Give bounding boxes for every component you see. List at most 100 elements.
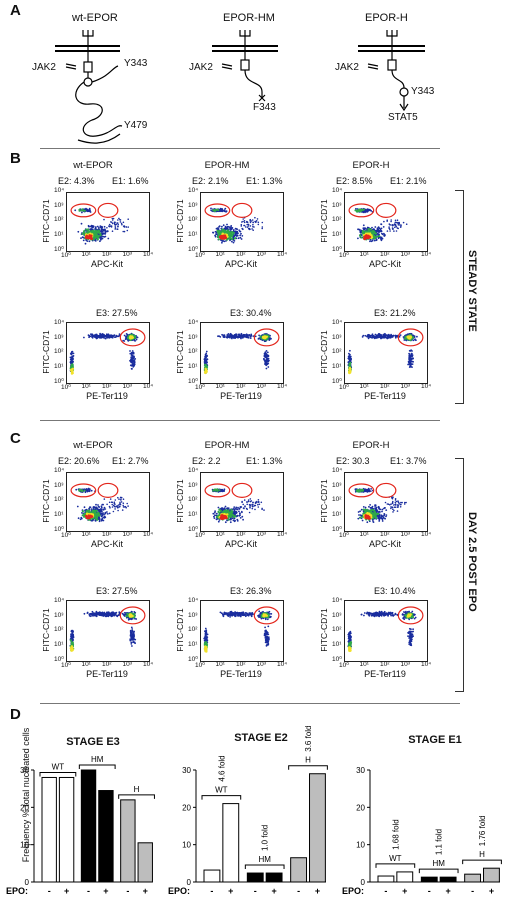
bar bbox=[247, 873, 263, 882]
e1-gate-label: E1: 1.6% bbox=[112, 176, 149, 186]
epo-axis-label: EPO: bbox=[6, 886, 28, 896]
epo-tick-label: - bbox=[297, 886, 300, 896]
e3-gate-label: E3: 30.4% bbox=[230, 308, 272, 318]
y-tick-label: 10² bbox=[188, 348, 197, 355]
e2-gate-label: E2: 20.6% bbox=[58, 456, 100, 466]
y-tick-label: 20 bbox=[182, 803, 191, 812]
post-epo-bracket bbox=[455, 458, 464, 692]
x-axis-label: APC-Kit bbox=[369, 259, 401, 269]
x-tick-label: 10² bbox=[102, 251, 111, 258]
e3-gate-label: E3: 27.5% bbox=[96, 586, 138, 596]
y-tick-label: 10³ bbox=[54, 334, 63, 341]
bar bbox=[99, 791, 113, 882]
x-tick-label: 10¹ bbox=[82, 251, 91, 258]
x-tick-label: 10³ bbox=[123, 251, 132, 258]
y-axis-label: FITC-CD71 bbox=[175, 320, 185, 384]
x-axis-label: PE-Ter119 bbox=[220, 669, 262, 679]
x-tick-label: 10¹ bbox=[216, 251, 225, 258]
group-bracket bbox=[289, 766, 328, 770]
post-epo-label: DAY 2.5 POST EPO bbox=[466, 512, 478, 612]
chart-title: STAGE E1 bbox=[408, 734, 462, 746]
separator-a-b bbox=[40, 148, 440, 149]
x-axis-label: PE-Ter119 bbox=[86, 391, 128, 401]
epo-tick-label: + bbox=[228, 886, 233, 896]
x-tick-label: 10¹ bbox=[82, 383, 91, 390]
y-tick-label: 10¹ bbox=[54, 641, 63, 648]
x-axis-label: APC-Kit bbox=[369, 539, 401, 549]
y-tick-label: 10³ bbox=[54, 482, 63, 489]
x-tick-label: 10⁴ bbox=[277, 383, 287, 390]
x-tick-label: 10³ bbox=[401, 383, 410, 390]
hm-jak2-label: JAK2 bbox=[189, 62, 213, 73]
chart-title: STAGE E3 bbox=[66, 736, 120, 748]
e3-gate-label: E3: 21.2% bbox=[374, 308, 416, 318]
bar bbox=[204, 870, 220, 882]
y-tick-label: 10³ bbox=[188, 612, 197, 619]
ter119-cd71-dot-plot bbox=[66, 322, 150, 384]
fold-change-label: 4.6 fold bbox=[217, 755, 226, 781]
e2-gate-label: E2: 2.1% bbox=[192, 176, 229, 186]
e1-gate-label: E1: 1.3% bbox=[246, 456, 283, 466]
epo-tick-label: - bbox=[384, 886, 387, 896]
y-tick-label: 10² bbox=[54, 626, 63, 633]
y-tick-label: 10² bbox=[332, 496, 341, 503]
y-tick-label: 10² bbox=[54, 348, 63, 355]
x-axis-label: APC-Kit bbox=[91, 539, 123, 549]
y-tick-label: 10⁴ bbox=[332, 467, 342, 474]
y-tick-label: 10² bbox=[188, 496, 197, 503]
kit-cd71-dot-plot bbox=[344, 472, 428, 532]
y-tick-label: 10³ bbox=[332, 202, 341, 209]
epor-hm-receptor bbox=[212, 30, 278, 101]
y-axis-label: FITC-CD71 bbox=[319, 598, 329, 662]
y-tick-label: 10³ bbox=[54, 612, 63, 619]
group-label: H bbox=[305, 756, 311, 765]
panel-b-letter: B bbox=[10, 150, 21, 167]
y-tick-label: 10³ bbox=[332, 612, 341, 619]
bar bbox=[310, 774, 326, 882]
chart-title: STAGE E2 bbox=[234, 732, 288, 744]
e2-gate-label: E2: 30.3 bbox=[336, 456, 370, 466]
y-tick-label: 10⁴ bbox=[188, 597, 198, 604]
y-tick-label: 10⁴ bbox=[54, 319, 64, 326]
kit-cd71-dot-plot bbox=[66, 192, 150, 252]
bar bbox=[397, 872, 413, 882]
x-axis-label: APC-Kit bbox=[225, 259, 257, 269]
x-tick-label: 10² bbox=[380, 531, 389, 538]
x-tick-label: 10² bbox=[380, 383, 389, 390]
bar bbox=[42, 777, 56, 882]
y-tick-label: 10² bbox=[54, 496, 63, 503]
column-title: EPOR-HM bbox=[205, 160, 250, 171]
epo-tick-label: - bbox=[126, 886, 129, 896]
separator-c-d bbox=[40, 703, 460, 704]
x-tick-label: 10¹ bbox=[360, 531, 369, 538]
e3-gate-label: E3: 10.4% bbox=[374, 586, 416, 596]
y-tick-label: 10⁴ bbox=[54, 597, 64, 604]
group-label: WT bbox=[389, 854, 402, 863]
y-tick-label: 10³ bbox=[54, 202, 63, 209]
group-bracket bbox=[119, 795, 155, 799]
y-tick-label: 10² bbox=[54, 216, 63, 223]
y-tick-label: 10³ bbox=[188, 202, 197, 209]
h-y343-label: Y343 bbox=[411, 86, 434, 97]
ter119-cd71-dot-plot bbox=[344, 600, 428, 662]
x-axis-label: PE-Ter119 bbox=[364, 669, 406, 679]
y-tick-label: 10⁰ bbox=[54, 245, 64, 253]
x-tick-label: 10⁴ bbox=[277, 531, 287, 538]
column-title: wt-EPOR bbox=[73, 440, 113, 451]
x-tick-label: 10⁴ bbox=[421, 661, 431, 668]
y-tick-label: 10⁴ bbox=[188, 187, 198, 194]
y-tick-label: 10⁴ bbox=[332, 187, 342, 194]
x-tick-label: 10² bbox=[102, 531, 111, 538]
epo-tick-label: + bbox=[64, 886, 69, 896]
y-tick-label: 10⁰ bbox=[332, 377, 342, 385]
y-tick-label: 10¹ bbox=[54, 231, 63, 238]
column-title: EPOR-HM bbox=[205, 440, 250, 451]
x-tick-label: 10⁴ bbox=[143, 251, 153, 258]
column-title: wt-EPOR bbox=[73, 160, 113, 171]
group-bracket bbox=[376, 864, 415, 868]
y-axis-label: FITC-CD71 bbox=[319, 469, 329, 533]
bar bbox=[81, 770, 95, 882]
bar bbox=[440, 877, 456, 882]
x-tick-label: 10⁴ bbox=[421, 531, 431, 538]
